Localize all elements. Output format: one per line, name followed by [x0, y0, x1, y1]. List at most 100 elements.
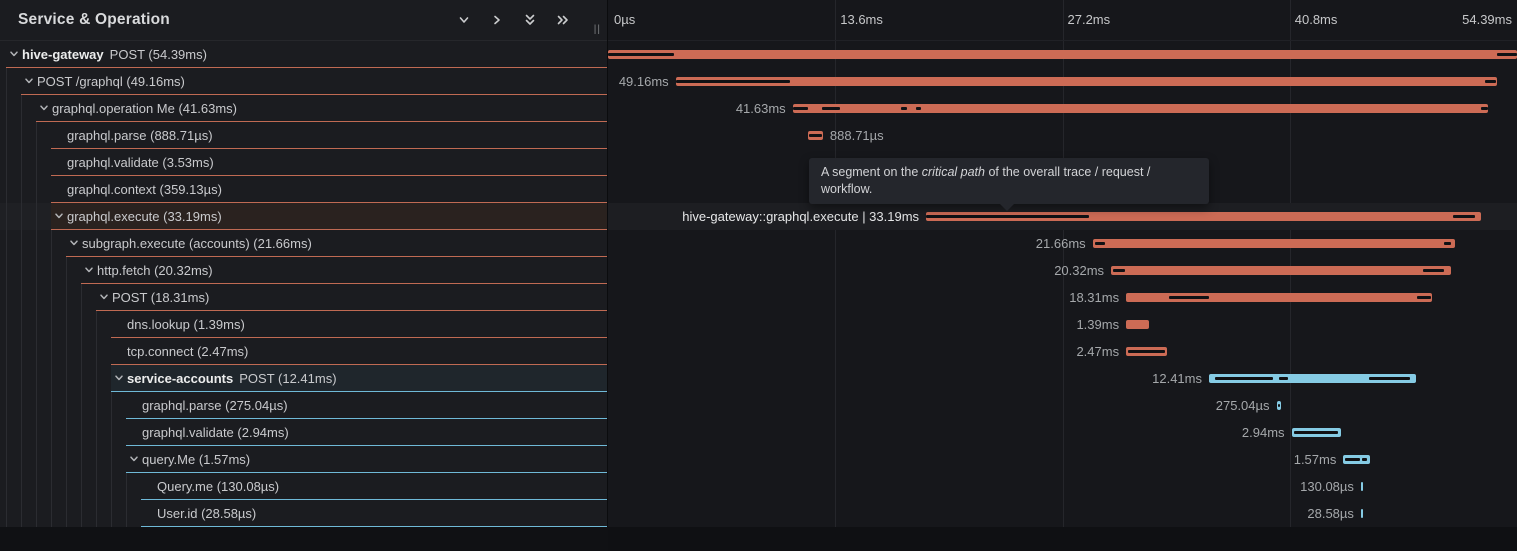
bottom-strip-right	[608, 527, 1517, 551]
critical-path-segment	[926, 215, 1089, 218]
span-bar[interactable]	[1360, 482, 1364, 491]
timeline-gridline	[835, 0, 837, 527]
indent-guide-line	[81, 500, 96, 527]
critical-path-segment	[1362, 458, 1367, 461]
span-row[interactable]: tcp.connect (2.47ms)	[0, 338, 607, 365]
indent-guide-line	[81, 419, 96, 446]
indent-guide-line	[21, 257, 36, 284]
indent-guide-line	[36, 365, 51, 392]
double-chevron-down-icon[interactable]	[522, 12, 538, 28]
span-row[interactable]: graphql.parse (275.04µs)	[0, 392, 607, 419]
span-row[interactable]: http.fetch (20.32ms)	[0, 257, 607, 284]
chevron-down-icon[interactable]	[66, 238, 82, 248]
indent-guide-line	[36, 149, 51, 176]
span-row[interactable]: Query.me (130.08µs)	[0, 473, 607, 500]
span-bar[interactable]	[1360, 509, 1363, 518]
critical-path-segment	[1497, 53, 1517, 56]
indent-guide-line	[21, 203, 36, 230]
span-row[interactable]: graphql.context (359.13µs)	[0, 176, 607, 203]
indent-guide-line	[21, 230, 36, 257]
chevron-down-icon[interactable]	[456, 12, 472, 28]
timeline-row	[608, 41, 1517, 68]
span-bar[interactable]	[1291, 428, 1341, 437]
service-name: service-accounts	[127, 370, 234, 386]
chevron-down-icon[interactable]	[51, 211, 67, 221]
timeline-row: 1.39ms	[608, 311, 1517, 338]
indent-guide-line	[6, 203, 21, 230]
span-bar[interactable]	[1343, 455, 1370, 464]
span-row[interactable]: graphql.parse (888.71µs)	[0, 122, 607, 149]
span-row[interactable]: User.id (28.58µs)	[0, 500, 607, 527]
timeline-body: 49.16ms41.63ms888.71µs3.53ms359.13µshive…	[608, 41, 1517, 527]
span-bar[interactable]	[675, 77, 1498, 86]
span-row-content: dns.lookup (1.39ms)	[111, 311, 607, 338]
chevron-down-icon[interactable]	[81, 265, 97, 275]
indent-guide-line	[81, 365, 96, 392]
panel-resize-handle[interactable]: ||	[593, 24, 601, 35]
indent-guide-line	[21, 446, 36, 473]
span-row[interactable]: graphql.execute (33.19ms)	[0, 203, 607, 230]
timeline-gridline	[1289, 0, 1291, 527]
indent-guide-line	[96, 338, 111, 365]
span-row[interactable]: subgraph.execute (accounts) (21.66ms)	[0, 230, 607, 257]
indent-guide-line	[36, 122, 51, 149]
span-bar[interactable]	[1126, 320, 1150, 329]
span-row-content: Query.me (130.08µs)	[141, 473, 607, 500]
indent-guide-line	[51, 311, 66, 338]
indent-guide-line	[21, 149, 36, 176]
span-bar[interactable]	[1111, 266, 1451, 275]
double-chevron-right-icon[interactable]	[555, 12, 571, 28]
indent-guide-line	[36, 176, 51, 203]
indent-guide-line	[36, 230, 51, 257]
indent-guide-line	[21, 419, 36, 446]
span-bar[interactable]	[1126, 347, 1168, 356]
indent-guide-line	[6, 122, 21, 149]
span-bar[interactable]	[926, 212, 1481, 221]
span-bar[interactable]	[808, 131, 823, 140]
indent-guide-line	[96, 311, 111, 338]
span-bar[interactable]	[1208, 374, 1417, 383]
critical-path-segment	[1277, 404, 1280, 407]
duration-label: 12.41ms	[1152, 371, 1202, 386]
indent-guide-line	[6, 311, 21, 338]
indent-guides	[0, 500, 141, 527]
timeline-row: 12.41ms	[608, 365, 1517, 392]
critical-path-segment	[1368, 377, 1411, 380]
chevron-down-icon[interactable]	[21, 76, 37, 86]
span-bar[interactable]	[1126, 293, 1433, 302]
tooltip-caret-icon	[1000, 204, 1014, 211]
chevron-down-icon[interactable]	[111, 373, 127, 383]
indent-guide-line	[6, 95, 21, 122]
span-bar[interactable]	[1092, 239, 1455, 248]
span-row[interactable]: query.Me (1.57ms)	[0, 446, 607, 473]
span-row[interactable]: POST /graphql (49.16ms)	[0, 68, 607, 95]
critical-path-segment	[915, 107, 922, 110]
chevron-down-icon[interactable]	[126, 454, 142, 464]
span-row[interactable]: graphql.validate (3.53ms)	[0, 149, 607, 176]
span-row[interactable]: dns.lookup (1.39ms)	[0, 311, 607, 338]
span-bar[interactable]	[608, 50, 1517, 59]
span-row[interactable]: hive-gateway POST (54.39ms)	[0, 41, 607, 68]
span-bar[interactable]	[1276, 401, 1282, 410]
span-label: Query.me (130.08µs)	[157, 478, 280, 494]
timeline-tick-label: 40.8ms	[1294, 12, 1338, 27]
chevron-right-icon[interactable]	[489, 12, 505, 28]
span-row[interactable]: service-accounts POST (12.41ms)	[0, 365, 607, 392]
span-label: http.fetch (20.32ms)	[97, 262, 213, 278]
span-row[interactable]: graphql.validate (2.94ms)	[0, 419, 607, 446]
chevron-down-icon[interactable]	[6, 49, 22, 59]
span-row[interactable]: graphql.operation Me (41.63ms)	[0, 95, 607, 122]
duration-label: 2.47ms	[1076, 344, 1120, 359]
indent-guide-line	[81, 338, 96, 365]
timeline-tick-label: 13.6ms	[840, 12, 883, 27]
chevron-down-icon[interactable]	[36, 103, 52, 113]
chevron-down-icon[interactable]	[96, 292, 112, 302]
span-row[interactable]: POST (18.31ms)	[0, 284, 607, 311]
indent-guide-line	[126, 473, 141, 500]
timeline-row: 2.94ms	[608, 419, 1517, 446]
critical-path-segment	[1443, 242, 1451, 245]
indent-guide-line	[111, 419, 126, 446]
span-bar[interactable]	[792, 104, 1489, 113]
indent-guide-line	[6, 500, 21, 527]
